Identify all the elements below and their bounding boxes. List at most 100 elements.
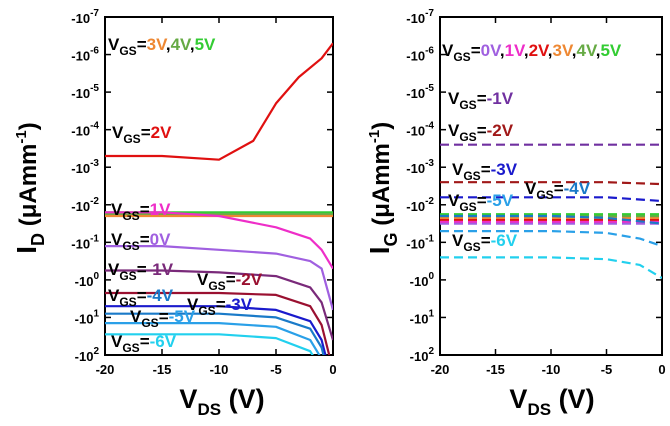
series-label-vgs_m2: VGS=-2V — [197, 270, 263, 293]
y-tick-base: -10 — [410, 311, 429, 326]
series-label-value: 1V — [150, 200, 171, 219]
series-label-vgs_m4: VGS=-4V — [525, 179, 591, 202]
x-axis-label-subscript: DS — [527, 400, 551, 419]
series-label-prefix: V — [108, 35, 120, 54]
series-label-equals: = — [137, 35, 147, 54]
series-label-value: 3V — [147, 35, 168, 54]
series-label-prefix: V — [525, 179, 537, 198]
y-tick-exponent: -6 — [425, 46, 434, 57]
series-label-vgs_m2: VGS=-2V — [448, 121, 514, 144]
series-label-subscript: GS — [122, 209, 139, 223]
series-group — [105, 42, 333, 355]
x-tick-label: -10 — [542, 362, 561, 377]
series-label-value: -6V — [491, 231, 518, 250]
x-axis-label: VDS (V) — [509, 384, 594, 419]
y-tick-base: -10 — [75, 349, 94, 364]
series-label-vgs_m5: VGS=-5V — [448, 191, 514, 214]
y-tick-exponent: 0 — [93, 271, 99, 282]
series-line-vgs_m6 — [440, 256, 662, 279]
series-label-vgs_0: VGS=0V,1V,2V,3V,4V,5V — [442, 41, 622, 64]
series-label-subscript: GS — [459, 200, 476, 214]
series-label-equals: = — [159, 307, 169, 326]
y-tick-label: -10-2 — [406, 196, 434, 214]
plot-frame — [439, 16, 663, 356]
y-tick-exponent: -2 — [425, 196, 434, 207]
series-label-value: 1V — [505, 41, 526, 60]
series-line-vgs_0 — [105, 245, 333, 311]
series-label-subscript: GS — [123, 132, 140, 146]
x-axis-label-main: V — [509, 384, 527, 414]
y-tick-exponent: -7 — [90, 8, 99, 19]
series-label-vgs_m6: VGS=-6V — [111, 332, 177, 355]
y-tick-base: -10 — [71, 49, 90, 64]
y-tick-label: -10-4 — [71, 121, 99, 139]
series-label-vgs_1: VGS=1V — [111, 200, 171, 223]
y-tick-base: -10 — [71, 11, 90, 26]
y-axis-label-subscript: G — [381, 232, 401, 246]
y-axis-label-main: I — [11, 246, 42, 254]
series-label-vgs_0: VGS=0V — [111, 230, 171, 253]
series-label-value: 2V — [151, 123, 172, 142]
y-tick-exponent: 0 — [428, 271, 434, 282]
y-tick-label: -10-1 — [71, 233, 99, 251]
series-label-prefix: V — [448, 89, 460, 108]
series-label-equals: = — [140, 332, 150, 351]
series-line-vgs_m5 — [105, 322, 321, 355]
series-label-value: -4V — [564, 179, 591, 198]
y-tick-exponent: -7 — [425, 8, 434, 19]
series-label-vgs_m4: VGS=-4V — [108, 286, 174, 309]
series-label-prefix: V — [448, 191, 460, 210]
y-tick-label: -10-6 — [71, 46, 99, 64]
y-tick-base: -10 — [406, 161, 425, 176]
x-tick-label: -5 — [601, 362, 613, 377]
series-label-value: 4V — [577, 41, 598, 60]
series-label-subscript: GS — [141, 316, 158, 330]
y-tick-label: -100 — [410, 271, 435, 289]
series-label-subscript: GS — [459, 98, 476, 112]
series-label-vgs_2: VGS=2V — [112, 123, 172, 146]
y-tick-label: -10-5 — [71, 83, 99, 101]
y-tick-base: -10 — [406, 86, 425, 101]
y-tick-base: -10 — [406, 11, 425, 26]
x-tick-label: -15 — [486, 362, 505, 377]
series-label-subscript: GS — [463, 240, 480, 254]
series-line-vgs_m4 — [105, 312, 325, 355]
series-label-equals: = — [140, 230, 150, 249]
y-tick-exponent: 1 — [93, 308, 99, 319]
y-tick-label: -102 — [410, 346, 435, 364]
series-label-value: , — [572, 41, 577, 60]
series-label-value: 0V — [150, 230, 171, 249]
y-tick-base: -10 — [406, 236, 425, 251]
series-label-vgs_m6: VGS=-6V — [452, 231, 518, 254]
series-label-prefix: V — [452, 231, 464, 250]
x-tick-label: -10 — [210, 362, 229, 377]
series-label-equals: = — [226, 270, 236, 289]
gate-current-panel: -10-7-10-6-10-5-10-4-10-3-10-2-10-1-100-… — [364, 8, 666, 419]
series-label-vgs_m3: VGS=-3V — [187, 295, 253, 318]
series-line-vgs_m1 — [105, 269, 333, 341]
series-label-prefix: V — [452, 160, 464, 179]
y-tick-label: -10-3 — [71, 158, 99, 176]
y-axis-label-close: ) — [368, 122, 395, 130]
series-label-vgs_m3: VGS=-3V — [452, 160, 518, 183]
series-line-vgs_m5 — [440, 230, 662, 248]
series-label-value: -1V — [147, 260, 174, 279]
series-line-vgs_m6 — [105, 333, 314, 355]
y-tick-base: -10 — [71, 199, 90, 214]
series-label-equals: = — [481, 160, 491, 179]
drain-current-panel: -10-7-10-6-10-5-10-4-10-3-10-2-10-1-100-… — [11, 8, 337, 419]
series-label-vgs_3: VGS=3V,4V,5V — [108, 35, 216, 58]
series-label-value: , — [166, 35, 171, 54]
series-label-value: 3V — [553, 41, 574, 60]
series-label-value: -3V — [491, 160, 518, 179]
y-axis-label-close: ) — [15, 122, 42, 130]
x-axis-label-subscript: DS — [197, 400, 221, 419]
series-label-subscript: GS — [122, 341, 139, 355]
series-label-prefix: V — [112, 123, 124, 142]
y-axis-label-superscript: -1 — [13, 130, 30, 143]
series-label-value: , — [596, 41, 601, 60]
y-tick-base: -10 — [406, 49, 425, 64]
series-label-value: , — [500, 41, 505, 60]
y-tick-label: -10-6 — [406, 46, 434, 64]
